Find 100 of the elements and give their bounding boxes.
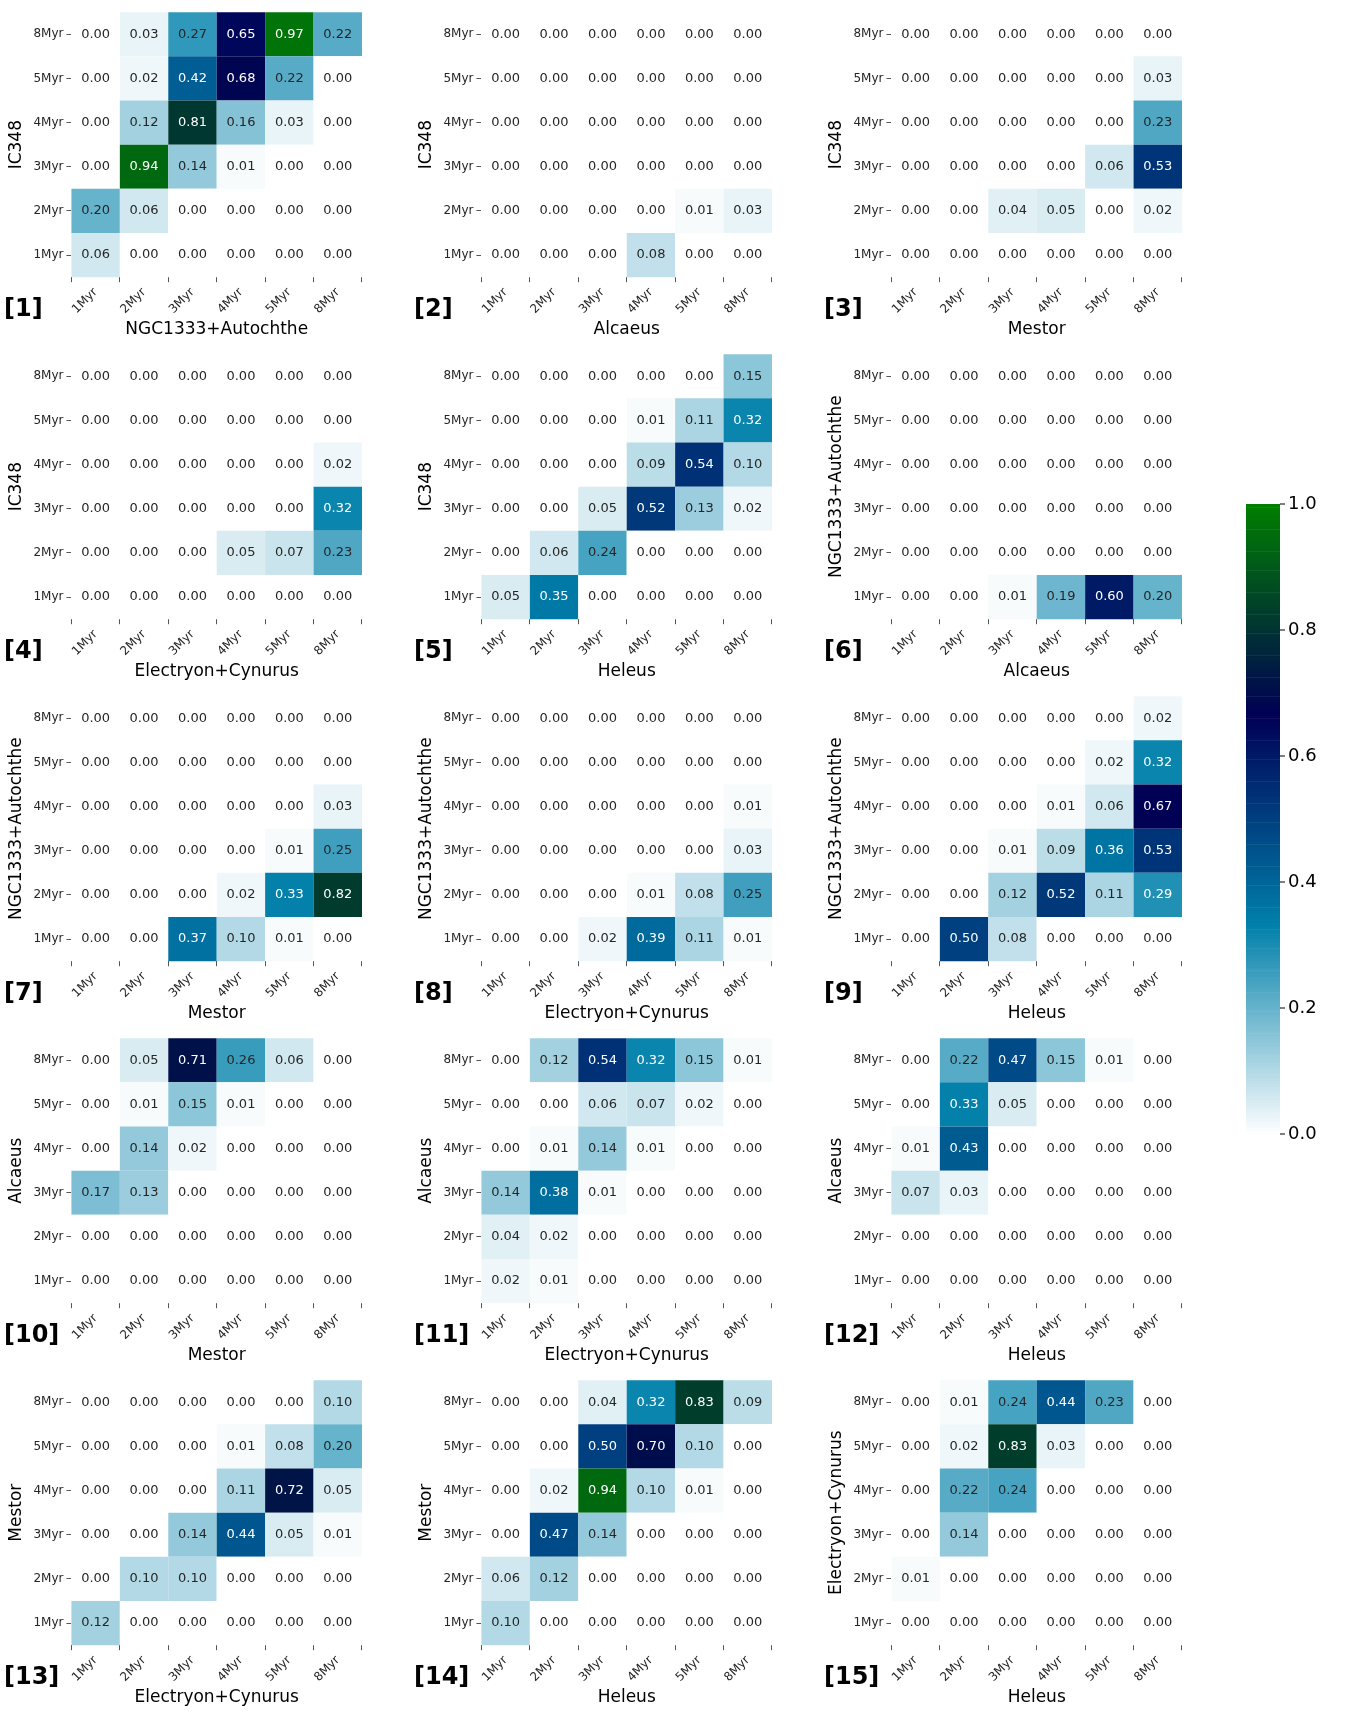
data-label: 0.00 [901,1272,931,1288]
data-label: 0.01 [1046,797,1076,813]
y-tick-label: 4Myr [33,1140,64,1155]
data-label: 0.03 [733,842,763,858]
data-label: 0.00 [226,1139,256,1155]
data-label: 0.00 [588,69,617,85]
data-label: 0.00 [684,1139,714,1155]
data-label: 0.22 [949,1051,979,1067]
y-tick-label: 1Myr [33,589,64,604]
data-label: 0.00 [949,709,979,725]
data-label: 0.00 [178,753,207,769]
data-label: 0.00 [539,797,569,813]
data-label: 0.00 [1143,367,1173,383]
text: [6] [824,636,863,665]
data-label: 0.00 [901,1614,931,1630]
data-label: 0.02 [226,886,256,902]
data-label: 0.00 [129,588,159,604]
data-label: 0.00 [81,113,111,129]
data-label: 0.22 [949,1481,979,1497]
data-label: 0.00 [588,158,617,174]
data-label: 0.00 [1094,1272,1124,1288]
data-label: 0.14 [178,158,207,174]
data-label: 0.00 [1094,455,1124,471]
data-label: 0.00 [491,158,521,174]
data-label: 0.00 [1143,1272,1173,1288]
data-label: 0.00 [81,500,111,516]
data-label: 0.00 [588,753,617,769]
data-label: 0.00 [491,1051,521,1067]
data-label: 0.00 [1094,202,1124,218]
data-label: 0.14 [588,1139,617,1155]
data-label: 0.00 [733,588,763,604]
data-label: 0.24 [588,544,617,560]
data-label: 0.60 [1094,588,1124,604]
data-label: 0.00 [684,367,714,383]
data-label: 0.00 [226,411,256,427]
data-label: 0.22 [274,69,304,85]
data-label: 0.00 [1143,930,1173,946]
y-axis-title: NGC1333+Autochthe [4,737,25,921]
data-label: 0.00 [81,1228,111,1244]
data-label: 0.00 [901,500,931,516]
data-label: 0.00 [323,930,353,946]
data-label: 0.00 [81,1095,111,1111]
data-label: 0.00 [998,544,1027,560]
data-label: 0.00 [998,1526,1027,1542]
text: [8] [414,978,453,1007]
data-label: 0.00 [323,753,353,769]
data-label: 0.00 [539,1437,569,1453]
x-axis-title: Mestor [187,1002,246,1023]
data-label: 0.00 [998,69,1027,85]
data-label: 0.00 [998,753,1027,769]
data-label: 0.32 [1143,753,1173,769]
y-tick-label: 5Myr [853,1096,884,1111]
data-label: 0.00 [998,1272,1027,1288]
data-label: 0.01 [274,842,304,858]
data-label: 0.00 [1046,1184,1076,1200]
y-tick-label: 1Myr [853,247,884,262]
y-tick-label: 4Myr [443,1140,474,1155]
data-label: 0.02 [1143,709,1173,725]
data-label: 0.00 [81,1393,111,1409]
data-label: 0.00 [684,113,714,129]
y-tick-label: 5Myr [33,1096,64,1111]
data-label: 0.00 [129,1437,159,1453]
data-label: 0.08 [684,886,714,902]
data-label: 0.01 [636,411,666,427]
x-axis-title: Alcaeus [1003,660,1070,681]
data-label: 0.00 [81,753,111,769]
data-label: 0.00 [588,842,617,858]
y-tick-label: 5Myr [33,1438,64,1453]
data-label: 0.25 [323,842,353,858]
y-tick-label: 4Myr [443,798,474,813]
data-label: 0.83 [998,1437,1027,1453]
y-axis-title: Electryon+Cynurus [824,1430,845,1595]
text: [7] [4,978,43,1007]
data-label: 0.00 [588,25,617,41]
data-label: 0.03 [1143,69,1173,85]
data-label: 0.00 [1094,1570,1124,1586]
data-label: 0.00 [998,1614,1027,1630]
data-label: 0.00 [733,753,763,769]
data-label: 0.00 [226,455,256,471]
data-label: 0.00 [1143,1481,1173,1497]
data-label: 0.00 [274,202,304,218]
data-label: 0.00 [491,69,521,85]
data-label: 0.00 [1094,246,1124,262]
y-tick-label: 2Myr [33,1229,64,1244]
data-label: 0.00 [323,1272,353,1288]
data-label: 0.00 [178,842,207,858]
y-tick-label: 4Myr [33,1482,64,1497]
data-label: 0.00 [901,246,931,262]
data-label: 0.02 [733,500,763,516]
data-label: 0.03 [323,797,353,813]
data-label: 0.44 [1046,1393,1076,1409]
x-axis-title: Heleus [1007,1344,1066,1365]
data-label: 0.00 [949,367,979,383]
data-label: 0.00 [1143,1228,1173,1244]
data-label: 0.00 [733,1526,763,1542]
data-label: 0.05 [491,588,521,604]
y-tick-label: 2Myr [443,1229,474,1244]
data-label: 0.13 [129,1184,159,1200]
data-label: 0.00 [684,797,714,813]
data-label: 0.00 [539,25,569,41]
